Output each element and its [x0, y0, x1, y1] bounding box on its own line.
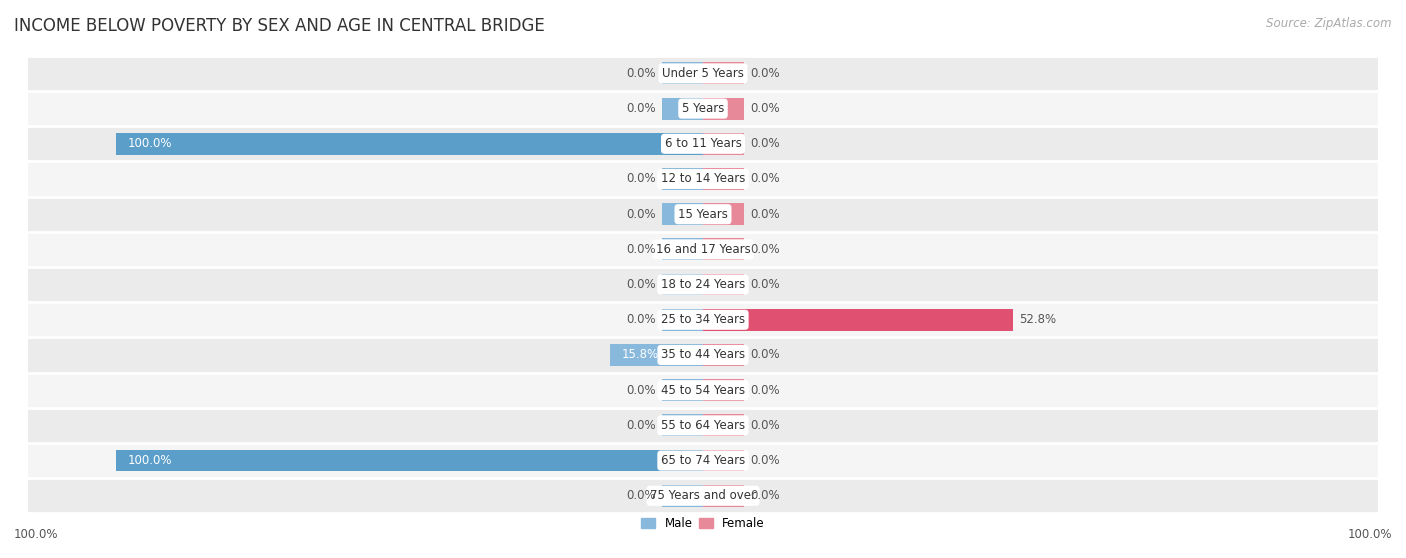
Bar: [28, 408, 1378, 443]
Bar: [703, 133, 744, 155]
Text: 0.0%: 0.0%: [627, 489, 657, 502]
Text: 0.0%: 0.0%: [627, 278, 657, 291]
Bar: [662, 168, 703, 190]
Bar: [703, 273, 744, 296]
Bar: [703, 415, 744, 436]
Bar: [703, 485, 744, 507]
Text: 0.0%: 0.0%: [749, 454, 779, 467]
Bar: [28, 56, 1378, 91]
Text: 0.0%: 0.0%: [627, 243, 657, 256]
Text: 6 to 11 Years: 6 to 11 Years: [665, 137, 741, 150]
Bar: [28, 267, 1378, 302]
Text: 16 and 17 Years: 16 and 17 Years: [655, 243, 751, 256]
Bar: [662, 485, 703, 507]
Text: 0.0%: 0.0%: [749, 172, 779, 185]
Text: 0.0%: 0.0%: [749, 384, 779, 397]
Bar: [28, 302, 1378, 338]
Bar: [703, 344, 744, 366]
Text: 45 to 54 Years: 45 to 54 Years: [661, 384, 745, 397]
Bar: [28, 196, 1378, 232]
Bar: [703, 379, 744, 401]
Bar: [117, 133, 703, 155]
Text: 100.0%: 100.0%: [128, 137, 173, 150]
Text: INCOME BELOW POVERTY BY SEX AND AGE IN CENTRAL BRIDGE: INCOME BELOW POVERTY BY SEX AND AGE IN C…: [14, 17, 544, 35]
Text: 0.0%: 0.0%: [749, 419, 779, 432]
Bar: [662, 98, 703, 119]
Bar: [703, 238, 744, 260]
Text: 15.8%: 15.8%: [621, 349, 659, 362]
Text: 0.0%: 0.0%: [749, 67, 779, 80]
Bar: [117, 450, 703, 472]
Text: 55 to 64 Years: 55 to 64 Years: [661, 419, 745, 432]
Bar: [703, 450, 744, 472]
Text: 12 to 14 Years: 12 to 14 Years: [661, 172, 745, 185]
Legend: Male, Female: Male, Female: [637, 512, 769, 535]
Bar: [662, 309, 703, 331]
Text: 35 to 44 Years: 35 to 44 Years: [661, 349, 745, 362]
Text: 0.0%: 0.0%: [749, 102, 779, 115]
Text: 100.0%: 100.0%: [128, 454, 173, 467]
Bar: [703, 168, 744, 190]
Text: 0.0%: 0.0%: [627, 384, 657, 397]
Bar: [703, 309, 1012, 331]
Bar: [28, 443, 1378, 478]
Text: 52.8%: 52.8%: [1019, 313, 1056, 326]
Text: 0.0%: 0.0%: [749, 278, 779, 291]
Bar: [662, 379, 703, 401]
Text: 0.0%: 0.0%: [627, 208, 657, 220]
Bar: [28, 373, 1378, 408]
Bar: [662, 238, 703, 260]
Text: 0.0%: 0.0%: [627, 172, 657, 185]
Text: 100.0%: 100.0%: [14, 528, 59, 541]
Text: 65 to 74 Years: 65 to 74 Years: [661, 454, 745, 467]
Text: 0.0%: 0.0%: [627, 67, 657, 80]
Text: 18 to 24 Years: 18 to 24 Years: [661, 278, 745, 291]
Bar: [28, 161, 1378, 196]
Text: 100.0%: 100.0%: [1347, 528, 1392, 541]
Text: 25 to 34 Years: 25 to 34 Years: [661, 313, 745, 326]
Bar: [662, 203, 703, 225]
Text: 5 Years: 5 Years: [682, 102, 724, 115]
Bar: [703, 62, 744, 84]
Text: 0.0%: 0.0%: [749, 243, 779, 256]
Bar: [703, 98, 744, 119]
Bar: [28, 478, 1378, 513]
Bar: [662, 62, 703, 84]
Text: 0.0%: 0.0%: [627, 419, 657, 432]
Bar: [662, 415, 703, 436]
Text: Source: ZipAtlas.com: Source: ZipAtlas.com: [1267, 17, 1392, 30]
Bar: [28, 91, 1378, 126]
Text: 0.0%: 0.0%: [627, 102, 657, 115]
Text: Under 5 Years: Under 5 Years: [662, 67, 744, 80]
Text: 75 Years and over: 75 Years and over: [650, 489, 756, 502]
Text: 0.0%: 0.0%: [749, 137, 779, 150]
Bar: [662, 273, 703, 296]
Text: 15 Years: 15 Years: [678, 208, 728, 220]
Text: 0.0%: 0.0%: [749, 349, 779, 362]
Text: 0.0%: 0.0%: [749, 208, 779, 220]
Bar: [28, 338, 1378, 373]
Text: 0.0%: 0.0%: [749, 489, 779, 502]
Text: 0.0%: 0.0%: [627, 313, 657, 326]
Bar: [28, 126, 1378, 161]
Bar: [28, 232, 1378, 267]
Bar: [610, 344, 703, 366]
Bar: [703, 203, 744, 225]
